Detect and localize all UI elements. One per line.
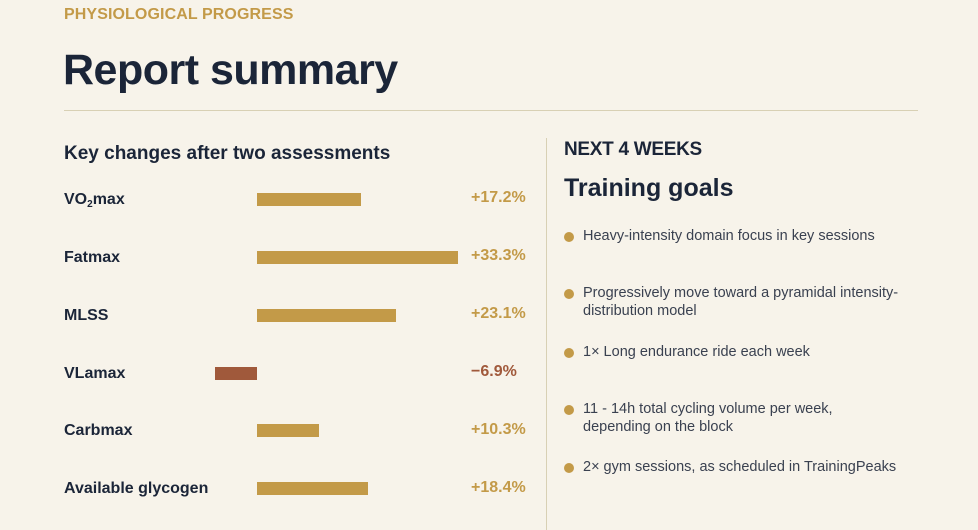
- bar-available-glycogen: [257, 482, 369, 495]
- goal-text: Heavy-intensity domain focus in key sess…: [583, 228, 875, 244]
- goal-text: Progressively move toward a pyramidal in…: [583, 285, 899, 319]
- vo2-suffix: max: [92, 191, 125, 208]
- bar-vo2max: [257, 193, 361, 206]
- bullet-dot-icon: [564, 348, 574, 358]
- page-title: Report summary: [63, 46, 398, 94]
- value-label-available-glycogen: +18.4%: [471, 479, 526, 496]
- goals-title: Training goals: [564, 174, 734, 202]
- goal-text: 11 - 14h total cycling volume per week, …: [583, 401, 833, 435]
- value-label-fatmax: +33.3%: [471, 247, 526, 264]
- goals-eyebrow: NEXT 4 WEEKS: [564, 139, 702, 160]
- header-divider: [64, 110, 918, 111]
- bar-mlss: [257, 309, 397, 322]
- bullet-dot-icon: [564, 405, 574, 415]
- metric-label-vlamax: VLamax: [64, 365, 126, 382]
- bullet-dot-icon: [564, 289, 574, 299]
- metric-label-fatmax: Fatmax: [64, 249, 121, 266]
- vo2-subscript: 2: [87, 199, 93, 210]
- goal-text: 1× Long endurance ride each week: [583, 344, 810, 360]
- goal-text: 2× gym sessions, as scheduled in Trainin…: [583, 459, 897, 475]
- value-label-mlss: +23.1%: [471, 305, 526, 322]
- column-divider: [546, 138, 547, 530]
- metric-label-vo2max: VO2max: [64, 190, 125, 210]
- value-label-vlamax: −6.9%: [471, 363, 517, 380]
- metric-label-available-glycogen: Available glycogen: [64, 480, 209, 497]
- bullet-dot-icon: [564, 232, 574, 242]
- metric-label-carbmax: Carbmax: [64, 422, 133, 439]
- bullet-dot-icon: [564, 463, 574, 473]
- chart-title: Key changes after two assessments: [64, 143, 391, 164]
- bar-carbmax: [257, 424, 320, 437]
- bar-fatmax: [257, 251, 458, 264]
- value-label-vo2max: +17.2%: [471, 189, 526, 206]
- vo2-prefix: VO: [64, 191, 88, 208]
- section-eyebrow: PHYSIOLOGICAL PROGRESS: [64, 6, 294, 23]
- metric-label-mlss: MLSS: [64, 307, 109, 324]
- value-label-carbmax: +10.3%: [471, 421, 526, 438]
- bar-vlamax: [215, 367, 257, 380]
